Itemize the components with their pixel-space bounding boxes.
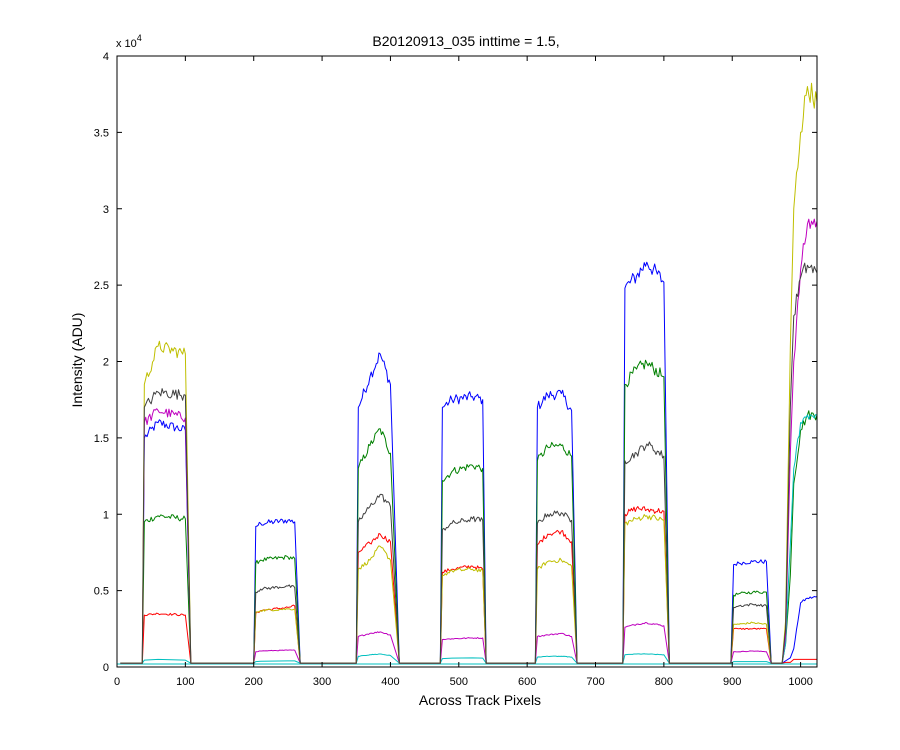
series-line-5	[120, 218, 818, 664]
y-axis-multiplier: x 104	[116, 33, 142, 50]
y-axis-title: Intensity (ADU)	[69, 313, 85, 408]
plot-lines	[117, 82, 818, 665]
x-tick-label: 100	[176, 676, 194, 688]
x-axis-ticks: 0 100 200 300 400 500 600 700 800 900 1000	[114, 56, 813, 688]
x-tick-label: 0	[114, 676, 120, 688]
y-tick-label: 2	[103, 357, 109, 369]
y-axis-ticks: 0 0.5 1 1.5 2 2.5 3 3.5 4	[94, 51, 817, 674]
series-line-3	[120, 506, 817, 664]
y-tick-label: 2.5	[94, 280, 109, 292]
x-tick-label: 700	[586, 676, 604, 688]
y-axis-multiplier-base: x 10	[116, 38, 137, 50]
chart-title: B20120913_035 inttime = 1.5,	[372, 33, 559, 49]
series-line-6	[120, 82, 818, 664]
series-line-7	[120, 262, 818, 664]
series-line-2	[120, 359, 818, 664]
x-tick-label: 600	[518, 676, 536, 688]
x-tick-label: 1000	[788, 676, 812, 688]
x-tick-label: 400	[381, 676, 399, 688]
y-tick-label: 1	[103, 509, 109, 521]
y-tick-label: 0	[103, 662, 109, 674]
y-axis-multiplier-exponent: 4	[137, 33, 142, 43]
y-tick-label: 3	[103, 204, 109, 216]
x-tick-label: 200	[245, 676, 263, 688]
x-axis-title: Across Track Pixels	[419, 692, 541, 708]
x-tick-label: 500	[450, 676, 468, 688]
x-tick-label: 800	[655, 676, 673, 688]
y-tick-label: 0.5	[94, 586, 109, 598]
y-tick-label: 1.5	[94, 433, 109, 445]
y-tick-label: 3.5	[94, 127, 109, 139]
y-tick-label: 4	[103, 51, 109, 63]
x-tick-label: 900	[723, 676, 741, 688]
x-tick-label: 300	[313, 676, 331, 688]
series-line-1	[120, 261, 818, 664]
